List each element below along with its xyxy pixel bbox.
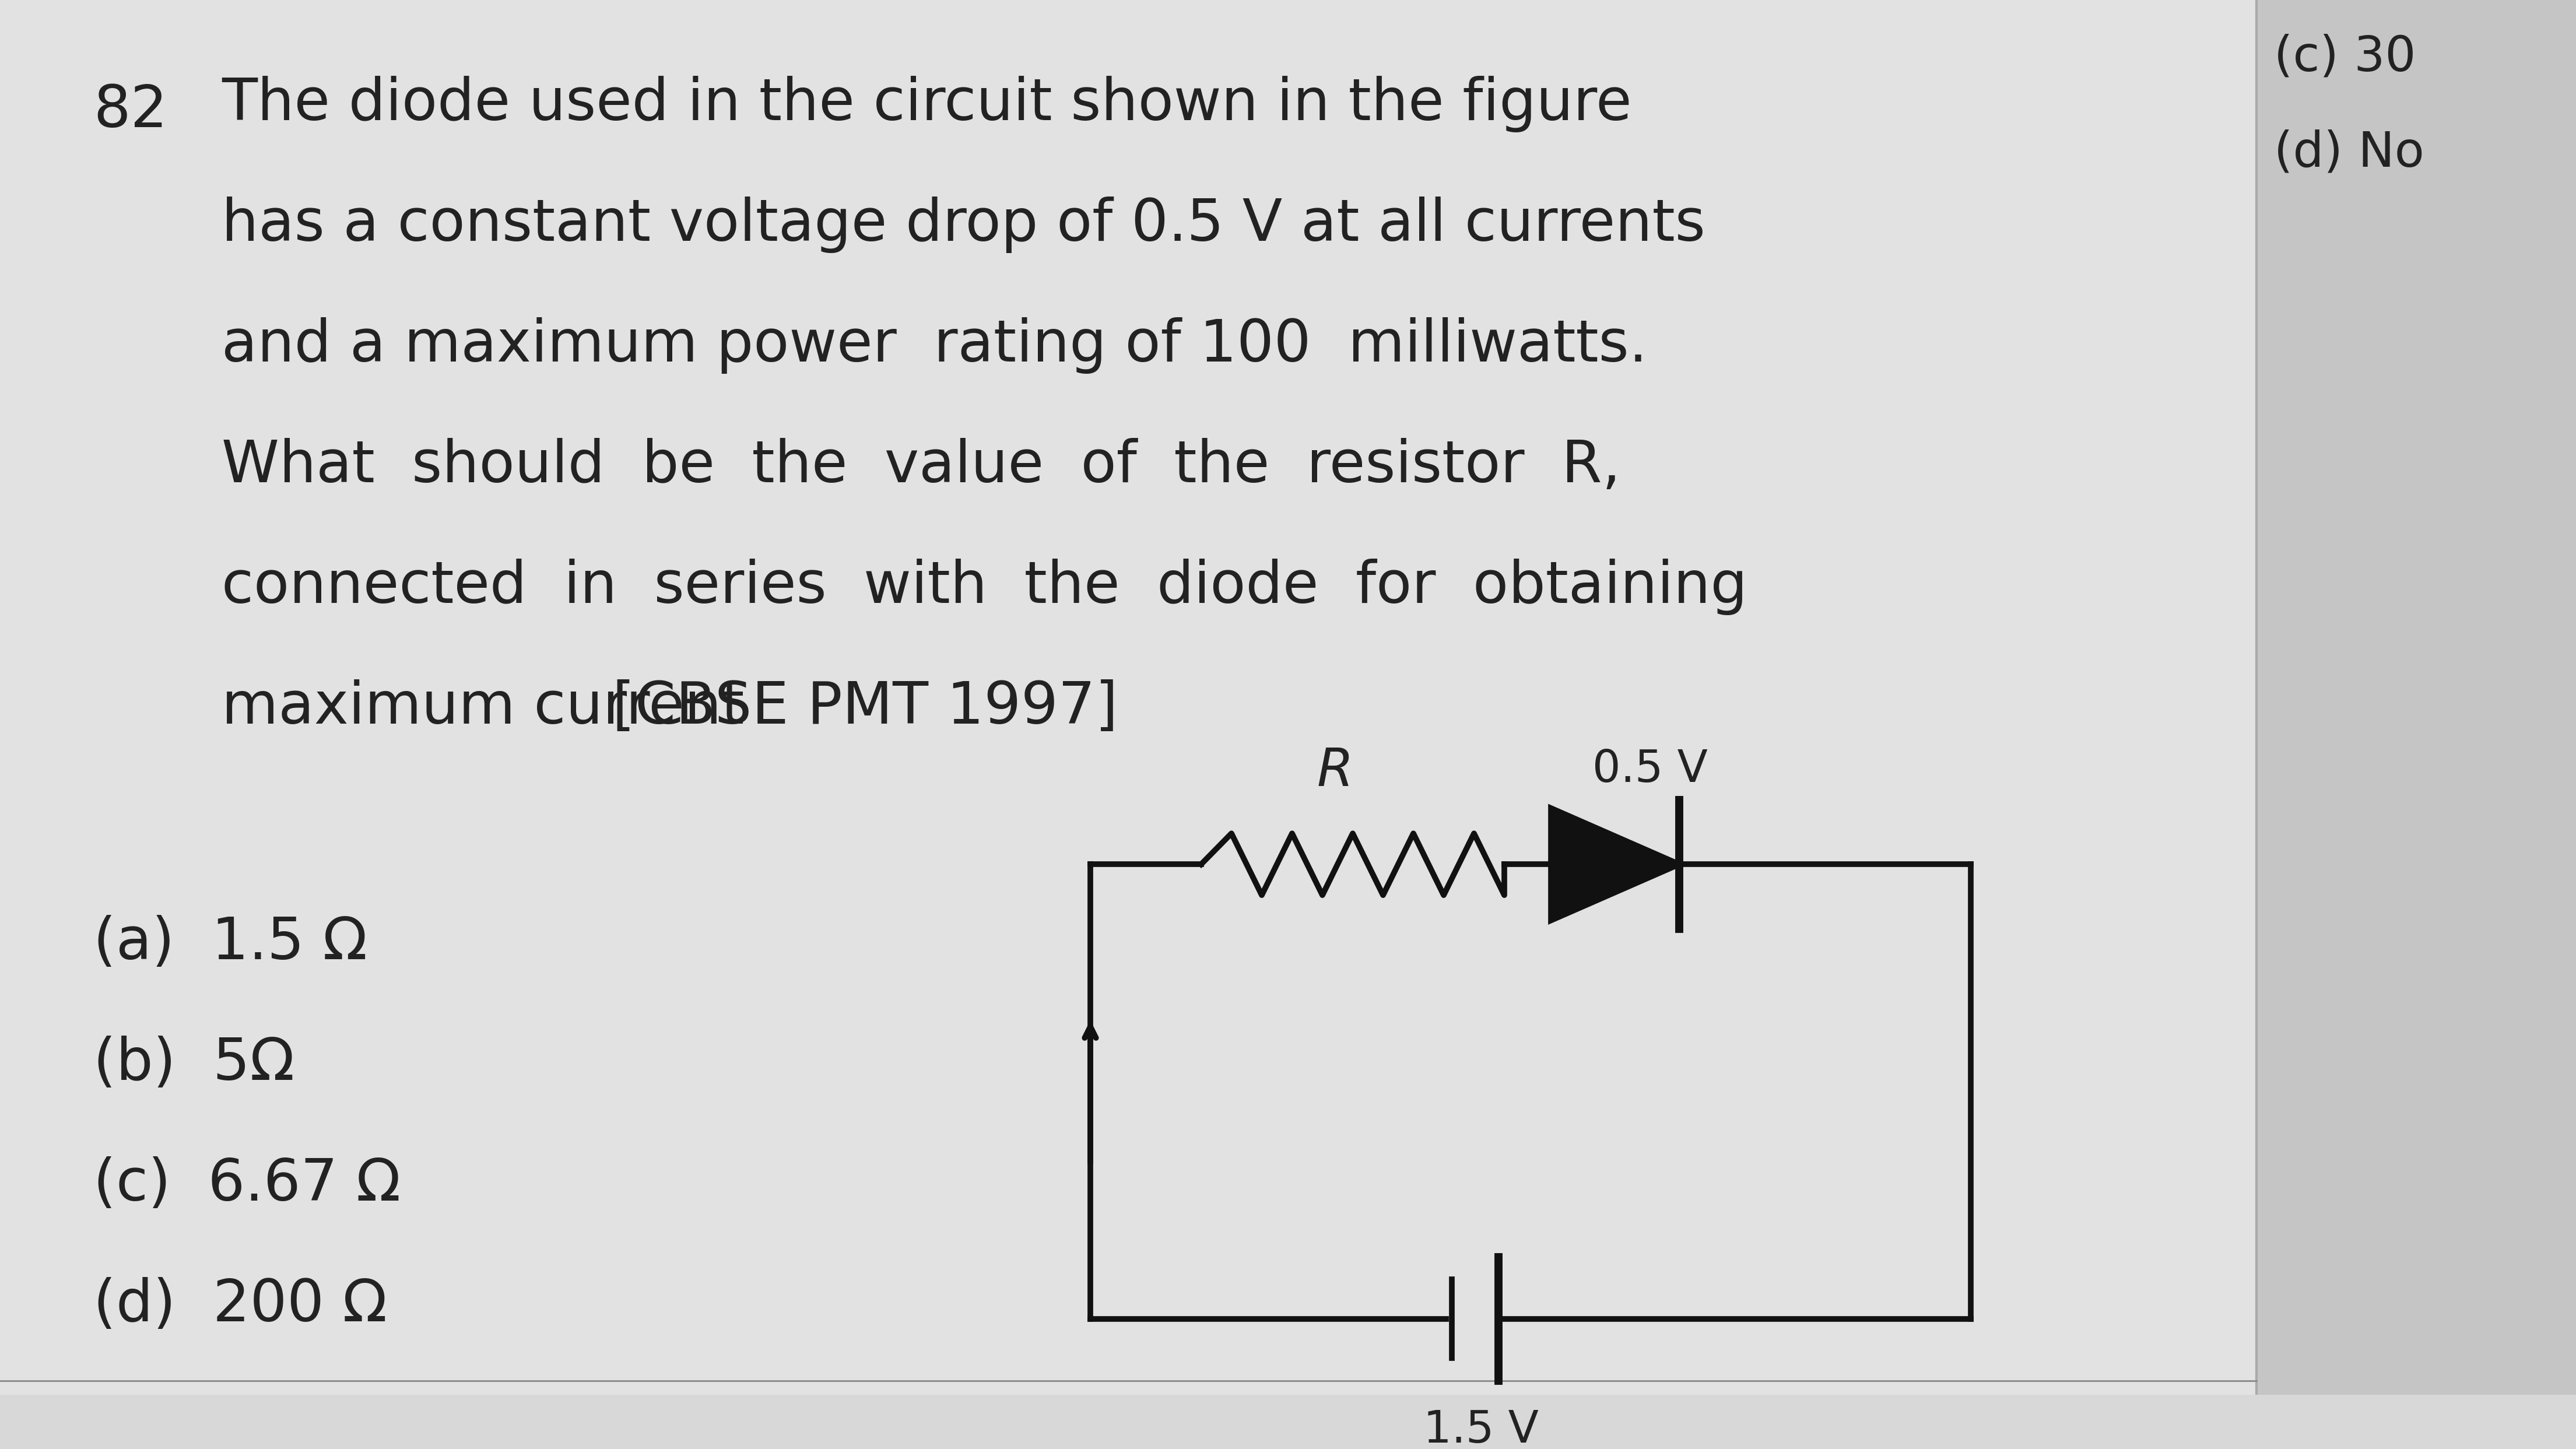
- Text: 1.5 V: 1.5 V: [1425, 1408, 1538, 1449]
- Bar: [0, 0, 2257, 1394]
- Text: has a constant voltage drop of 0.5 V at all currents: has a constant voltage drop of 0.5 V at …: [222, 197, 1705, 254]
- Text: What  should  be  the  value  of  the  resistor  R,: What should be the value of the resistor…: [222, 438, 1620, 494]
- Text: (b)  5Ω: (b) 5Ω: [93, 1036, 294, 1093]
- Text: maximum current: maximum current: [222, 680, 744, 736]
- Polygon shape: [1551, 809, 1680, 920]
- Text: The diode used in the circuit shown in the figure: The diode used in the circuit shown in t…: [222, 75, 1631, 132]
- Text: (d) No: (d) No: [2275, 129, 2424, 177]
- Text: (c)  6.67 Ω: (c) 6.67 Ω: [93, 1156, 402, 1213]
- Text: (c) 30: (c) 30: [2275, 33, 2416, 81]
- Bar: [2257, 0, 2576, 1394]
- Text: R: R: [1316, 746, 1352, 797]
- Text: 82: 82: [93, 83, 167, 139]
- Text: and a maximum power  rating of 100  milliwatts.: and a maximum power rating of 100 milliw…: [222, 317, 1649, 374]
- Text: [CBSE PMT 1997]: [CBSE PMT 1997]: [613, 680, 1118, 736]
- Text: (a)  1.5 Ω: (a) 1.5 Ω: [93, 914, 368, 971]
- Text: connected  in  series  with  the  diode  for  obtaining: connected in series with the diode for o…: [222, 558, 1747, 614]
- Text: 0.5 V: 0.5 V: [1592, 748, 1708, 791]
- Text: (d)  200 Ω: (d) 200 Ω: [93, 1277, 386, 1333]
